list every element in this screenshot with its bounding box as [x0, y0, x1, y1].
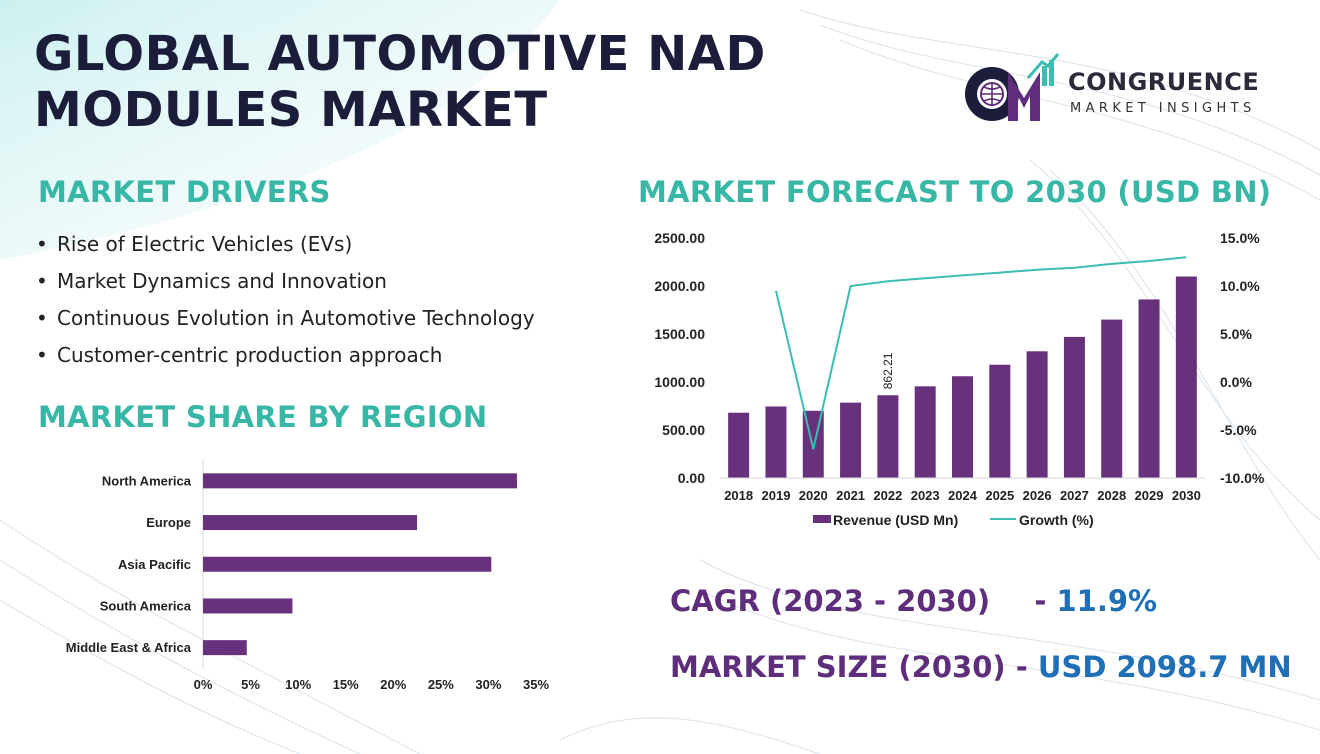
market-size-value: USD 2098.7 MN: [1037, 650, 1292, 684]
forecast-right-tick-label: 15.0%: [1220, 230, 1260, 246]
forecast-left-tick-label: 0.00: [678, 470, 705, 486]
logo-name: CONGRUENCE: [1068, 68, 1260, 96]
drivers-list: Rise of Electric Vehicles (EVs) Market D…: [36, 230, 535, 378]
revenue-bar: [952, 376, 973, 478]
legend-growth-label: Growth (%): [1019, 512, 1094, 528]
cagr-value: 11.9%: [1056, 584, 1158, 618]
revenue-bar: [877, 395, 899, 478]
cagr-separator: -: [1034, 584, 1047, 618]
region-share-chart: North America Europe Asia Pacific South Ame…: [66, 460, 549, 692]
forecast-left-tick-label: 1500.00: [654, 326, 705, 342]
forecast-x-tick-label: 2022: [873, 488, 902, 503]
forecast-left-tick-label: 2000.00: [654, 278, 705, 294]
region-x-tick-label: 5%: [241, 677, 260, 692]
company-logo: CONGRUENCE MARKET INSIGHTS: [962, 52, 1282, 124]
region-x-tick-label: 20%: [380, 677, 406, 692]
revenue-bar: [1026, 351, 1048, 478]
legend-revenue-swatch: [813, 515, 831, 523]
page-title: GLOBAL AUTOMOTIVE NAD MODULES MARKET: [34, 26, 766, 138]
forecast-x-tick-label: 2029: [1135, 488, 1164, 503]
driver-item: Customer-centric production approach: [36, 341, 535, 378]
region-heading: MARKET SHARE BY REGION: [38, 400, 488, 434]
region-x-tick-label: 15%: [333, 677, 359, 692]
forecast-x-tick-label: 2023: [911, 488, 940, 503]
revenue-bar: [1175, 276, 1197, 478]
region-bar: [203, 515, 418, 531]
revenue-bar: [1063, 336, 1085, 478]
region-x-tick-label: 10%: [285, 677, 311, 692]
forecast-x-tick-label: 2028: [1097, 488, 1126, 503]
region-x-tick-label: 25%: [428, 677, 454, 692]
forecast-right-tick-label: 5.0%: [1220, 326, 1252, 342]
forecast-x-tick-label: 2027: [1060, 488, 1089, 503]
region-bar: [203, 473, 517, 489]
forecast-x-tick-label: 2019: [762, 488, 791, 503]
forecast-right-tick-label: -10.0%: [1220, 470, 1265, 486]
market-size-separator: -: [1015, 650, 1028, 684]
revenue-bar: [1101, 319, 1123, 478]
title-line-2: MODULES MARKET: [34, 82, 548, 138]
region-category-label: Asia Pacific: [118, 557, 191, 572]
region-category-label: Europe: [146, 515, 191, 530]
revenue-data-label: 862.21: [881, 352, 895, 389]
forecast-x-tick-label: 2030: [1172, 488, 1201, 503]
revenue-bar: [728, 412, 750, 478]
region-x-tick-label: 35%: [523, 677, 549, 692]
forecast-x-tick-label: 2025: [985, 488, 1014, 503]
forecast-heading: MARKET FORECAST TO 2030 (USD BN): [638, 175, 1272, 209]
driver-item: Market Dynamics and Innovation: [36, 267, 535, 304]
drivers-heading: MARKET DRIVERS: [38, 175, 331, 209]
region-bar: [203, 598, 293, 614]
growth-line: [775, 256, 1187, 450]
title-line-1: GLOBAL AUTOMOTIVE NAD: [34, 26, 766, 82]
forecast-x-tick-label: 2024: [948, 488, 978, 503]
region-bar: [203, 556, 492, 572]
logo-tagline: MARKET INSIGHTS: [1070, 101, 1256, 116]
market-size-stat: MARKET SIZE (2030) - USD 2098.7 MN: [670, 650, 1292, 684]
forecast-x-tick-label: 2021: [836, 488, 865, 503]
revenue-bar: [765, 406, 787, 478]
revenue-bar: [840, 402, 862, 478]
forecast-x-tick-label: 2026: [1023, 488, 1052, 503]
forecast-right-tick-label: -5.0%: [1220, 422, 1257, 438]
revenue-bar: [1138, 299, 1160, 478]
region-category-label: Middle East & Africa: [66, 640, 192, 655]
forecast-left-tick-label: 500.00: [662, 422, 705, 438]
region-bar: [203, 640, 247, 656]
driver-item: Continuous Evolution in Automotive Techn…: [36, 304, 535, 341]
logo-mark-icon: [965, 53, 1060, 121]
market-size-label: MARKET SIZE (2030): [670, 650, 1006, 684]
forecast-left-tick-label: 2500.00: [654, 230, 705, 246]
region-category-label: South America: [100, 598, 192, 613]
revenue-bar: [989, 364, 1011, 478]
forecast-right-tick-label: 10.0%: [1220, 278, 1260, 294]
forecast-left-tick-label: 1000.00: [654, 374, 705, 390]
forecast-x-tick-label: 2020: [799, 488, 828, 503]
forecast-chart: 0.00 500.00 1000.00 1500.00 2000.00 2500.00 -1…: [654, 230, 1265, 528]
cagr-stat: CAGR (2023 - 2030) - 11.9%: [670, 584, 1157, 618]
forecast-x-tick-label: 2018: [724, 488, 753, 503]
region-x-tick-label: 0%: [194, 677, 213, 692]
region-x-tick-label: 30%: [475, 677, 501, 692]
revenue-bar: [914, 386, 936, 478]
region-category-label: North America: [102, 473, 192, 488]
driver-item: Rise of Electric Vehicles (EVs): [36, 230, 535, 267]
forecast-right-tick-label: 0.0%: [1220, 374, 1252, 390]
cagr-label: CAGR (2023 - 2030): [670, 584, 991, 618]
legend-revenue-label: Revenue (USD Mn): [833, 512, 958, 528]
